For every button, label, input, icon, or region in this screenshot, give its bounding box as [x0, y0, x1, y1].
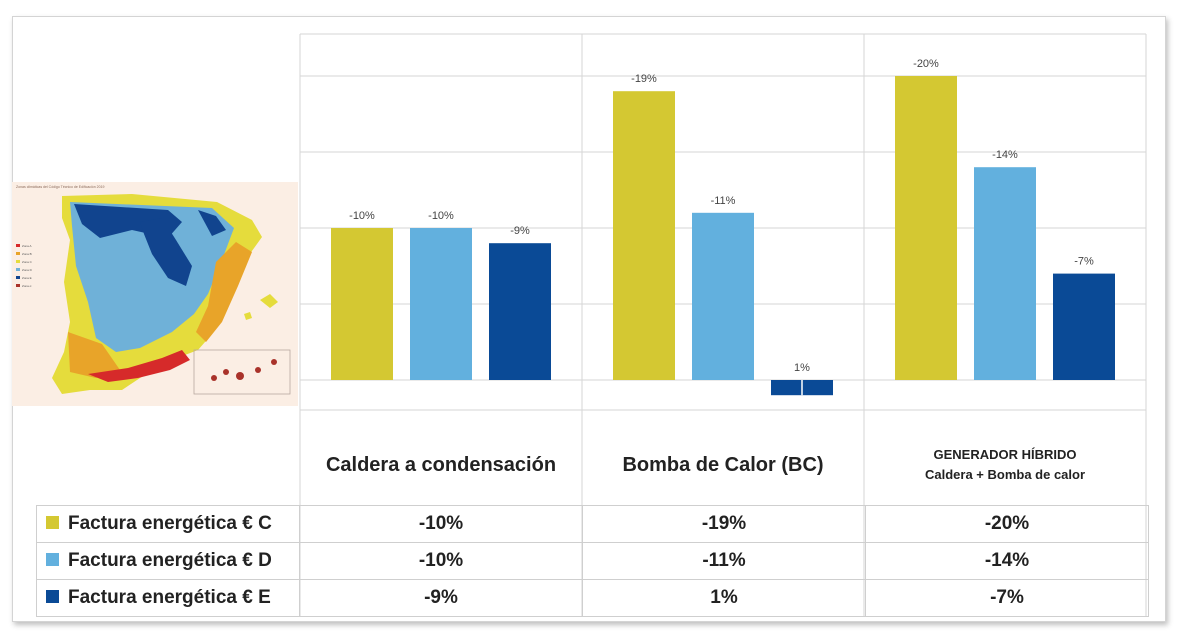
map-canary-inset — [193, 349, 291, 395]
table-cell-s2-c0: -9% — [299, 579, 583, 617]
legend-cell-2: Factura energética € E — [36, 579, 300, 617]
table-cell-s2-c1: 1% — [582, 579, 866, 617]
spain-map-graphic: Zonas climáticas del Código Técnico de E… — [16, 185, 291, 395]
bar-s1-c1 — [692, 212, 754, 380]
map-legend-a-swatch — [16, 244, 20, 247]
map-zone-b-south — [68, 332, 120, 378]
map-canary-5 — [271, 359, 277, 365]
spain-climate-map: Zonas climáticas del Código Técnico de E… — [12, 182, 298, 406]
category-label-2-line-0: GENERADOR HÍBRIDO — [933, 447, 1077, 462]
table-row: Factura energética € D -10% -11% -14% — [36, 542, 1149, 580]
data-label-s1-c1: -11% — [711, 195, 736, 207]
category-label-2-line-1: Caldera + Bomba de calor — [924, 467, 1086, 482]
bar-s0-c2 — [895, 76, 957, 380]
map-zone-e-center — [140, 218, 192, 286]
legend-swatch-2 — [46, 590, 59, 604]
map-legend-alpha-swatch — [16, 284, 20, 287]
map-zone-a — [88, 350, 190, 382]
table-row: Factura energética € E -9% 1% -7% — [36, 579, 1149, 617]
table-cell-s2-c2: -7% — [865, 579, 1149, 617]
category-label-2: GENERADOR HÍBRIDO Caldera + Bomba de calo… — [864, 420, 1146, 510]
bar-s0-c0 — [331, 228, 393, 380]
data-label-s0-c2: -20% — [913, 58, 939, 70]
map-legend-d: Zona D — [22, 268, 33, 272]
map-legend-c-swatch — [16, 260, 20, 263]
legend-label-2: Factura energética € E — [68, 587, 271, 608]
table-cell-s1-c0: -10% — [299, 542, 583, 580]
data-label-s2-c1: 1% — [794, 362, 810, 374]
map-legend-a: Zona A — [22, 244, 32, 248]
category-label-1: Bomba de Calor (BC) — [582, 420, 864, 510]
map-canary-3 — [236, 372, 244, 380]
table-row: Factura energética € C -10% -19% -20% — [36, 505, 1149, 543]
table-cell-s1-c1: -11% — [582, 542, 866, 580]
map-title: Zonas climáticas del Código Técnico de E… — [16, 185, 105, 189]
table-cell-s0-c0: -10% — [299, 505, 583, 543]
legend-swatch-0 — [46, 516, 59, 530]
table-cell-s0-c1: -19% — [582, 505, 866, 543]
map-balearic-2 — [244, 312, 252, 320]
category-label-1-line-0: Bomba de Calor (BC) — [622, 453, 824, 476]
bar-s2-c0 — [489, 243, 551, 380]
legend-cell-0: Factura energética € C — [36, 505, 300, 543]
data-label-s0-c0: -10% — [349, 210, 375, 222]
map-legend-c: Zona C — [22, 260, 33, 264]
map-legend-d-swatch — [16, 268, 20, 271]
data-label-s2-c2: -7% — [1074, 256, 1094, 268]
data-table: Factura energética € C -10% -19% -20% Factur… — [36, 505, 1149, 617]
legend-swatch-1 — [46, 553, 59, 567]
map-legend-b-swatch — [16, 252, 20, 255]
map-legend-alpha: Zona α — [22, 284, 32, 288]
table-cell-s1-c2: -14% — [865, 542, 1149, 580]
map-canary-2 — [223, 369, 229, 375]
legend-label-1: Factura energética € D — [68, 550, 272, 571]
map-legend-b: Zona B — [22, 252, 32, 256]
map-zone-e-east — [198, 210, 226, 236]
legend-label-0: Factura energética € C — [68, 513, 272, 534]
map-legend-e: Zona E — [22, 276, 32, 280]
map-canary-1 — [211, 375, 217, 381]
map-canary-4 — [255, 367, 261, 373]
bar-s1-c2 — [974, 167, 1036, 380]
category-label-0: Caldera a condensación — [300, 420, 582, 510]
legend-cell-1: Factura energética € D — [36, 542, 300, 580]
table-cell-s0-c2: -20% — [865, 505, 1149, 543]
map-zone-b-east — [196, 242, 252, 342]
data-label-s2-c0: -9% — [510, 225, 530, 237]
bar-s0-c1 — [613, 91, 675, 380]
data-label-s1-c0: -10% — [428, 210, 454, 222]
data-label-s1-c2: -14% — [992, 149, 1018, 161]
data-label-s0-c1: -19% — [631, 73, 657, 85]
map-zone-d — [70, 202, 234, 352]
map-legend-e-swatch — [16, 276, 20, 279]
bar-s2-c2 — [1053, 273, 1115, 380]
category-label-0-line-0: Caldera a condensación — [325, 453, 557, 476]
bar-s1-c0 — [410, 228, 472, 380]
map-balearic-1 — [260, 294, 278, 308]
